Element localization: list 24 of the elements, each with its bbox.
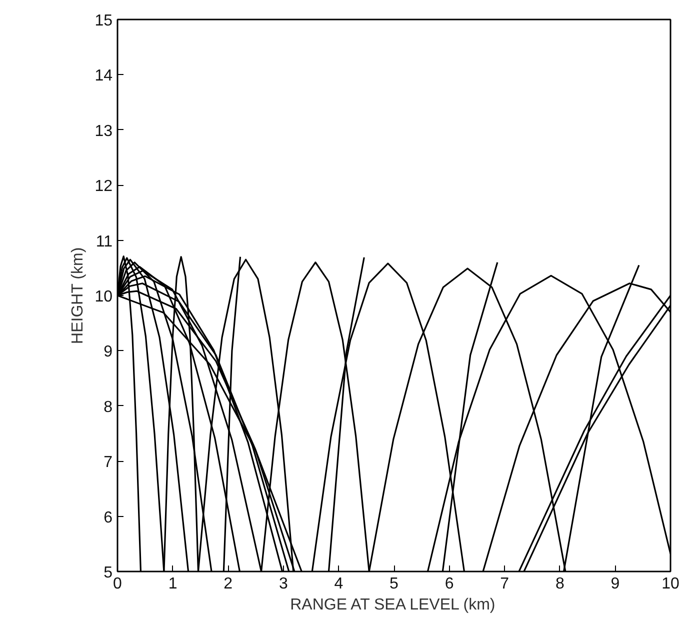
- x-tick-label: 1: [168, 576, 178, 592]
- x-tick-label: 3: [278, 576, 288, 592]
- y-tick-label: 13: [94, 122, 113, 140]
- y-tick-label: 10: [94, 288, 113, 306]
- y-tick-label: 12: [94, 178, 113, 196]
- x-tick-label: 0: [113, 576, 122, 592]
- y-tick-label: 8: [104, 398, 113, 416]
- y-tick-label: 6: [104, 509, 113, 526]
- y-tick-label: 14: [94, 68, 113, 85]
- y-tick-label: 7: [104, 454, 113, 472]
- x-tick-label: 6: [444, 576, 454, 592]
- y-tick-label: 5: [104, 564, 113, 582]
- y-tick-label: 11: [96, 233, 113, 250]
- x-tick-label: 5: [390, 576, 399, 592]
- x-tick-label: 9: [610, 576, 620, 592]
- x-tick-label: 7: [500, 576, 510, 592]
- x-tick-label: 10: [662, 576, 680, 592]
- y-axis-title: HEIGHT (km): [70, 247, 87, 344]
- y-tick-label: 9: [104, 344, 113, 361]
- x-axis-title: RANGE AT SEA LEVEL (km): [290, 596, 496, 614]
- y-tick-label: 15: [94, 12, 113, 30]
- x-tick-label: 8: [555, 576, 564, 592]
- x-tick-label: 2: [224, 576, 233, 592]
- x-tick-label: 4: [334, 576, 344, 592]
